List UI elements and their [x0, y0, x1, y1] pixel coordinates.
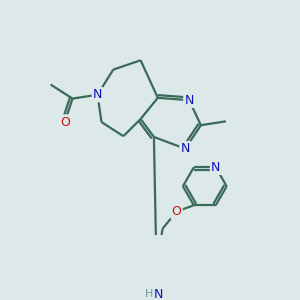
Text: N: N	[211, 161, 220, 174]
Text: O: O	[172, 205, 182, 218]
Text: N: N	[181, 142, 190, 155]
Text: N: N	[93, 88, 102, 101]
Text: N: N	[184, 94, 194, 107]
Text: N: N	[154, 288, 163, 300]
Text: H: H	[145, 290, 153, 299]
Text: O: O	[60, 116, 70, 129]
